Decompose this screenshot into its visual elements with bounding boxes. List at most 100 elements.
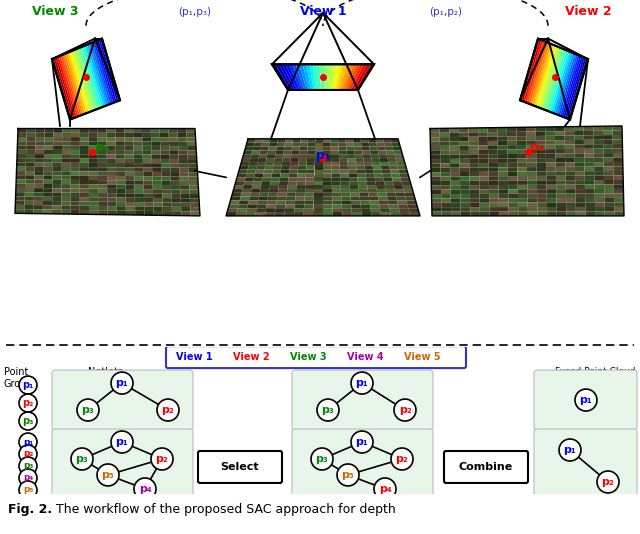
Polygon shape xyxy=(241,193,251,197)
Polygon shape xyxy=(124,142,134,146)
Polygon shape xyxy=(541,48,561,109)
Polygon shape xyxy=(359,189,368,193)
Polygon shape xyxy=(314,197,323,200)
Polygon shape xyxy=(396,193,405,197)
Polygon shape xyxy=(390,212,401,216)
Text: (p₁,p₂): (p₁,p₂) xyxy=(429,7,462,17)
Polygon shape xyxy=(441,199,451,203)
Polygon shape xyxy=(142,129,151,133)
Polygon shape xyxy=(391,174,401,177)
Polygon shape xyxy=(470,176,479,180)
Polygon shape xyxy=(71,137,80,142)
Polygon shape xyxy=(252,185,261,189)
Polygon shape xyxy=(307,162,315,166)
Polygon shape xyxy=(566,180,575,185)
Polygon shape xyxy=(574,136,584,140)
Polygon shape xyxy=(259,151,268,154)
Polygon shape xyxy=(172,194,180,198)
Polygon shape xyxy=(52,205,61,210)
Polygon shape xyxy=(431,159,440,163)
Polygon shape xyxy=(53,137,62,142)
Polygon shape xyxy=(80,137,89,142)
Polygon shape xyxy=(499,176,508,180)
Text: View 5: View 5 xyxy=(404,352,440,362)
Polygon shape xyxy=(508,154,517,159)
Polygon shape xyxy=(323,174,332,177)
Polygon shape xyxy=(594,171,604,176)
Polygon shape xyxy=(612,139,623,144)
Polygon shape xyxy=(313,64,318,90)
Polygon shape xyxy=(134,180,143,185)
Polygon shape xyxy=(235,181,244,185)
Polygon shape xyxy=(605,202,614,207)
Polygon shape xyxy=(603,131,612,135)
Polygon shape xyxy=(287,193,296,197)
Polygon shape xyxy=(250,154,259,158)
Polygon shape xyxy=(238,170,248,174)
FancyBboxPatch shape xyxy=(534,370,637,430)
Polygon shape xyxy=(188,163,197,168)
Polygon shape xyxy=(478,132,488,137)
Polygon shape xyxy=(160,142,169,146)
Polygon shape xyxy=(15,192,25,197)
Polygon shape xyxy=(306,64,314,90)
Polygon shape xyxy=(498,154,508,159)
Polygon shape xyxy=(470,190,479,194)
Polygon shape xyxy=(432,203,442,207)
Polygon shape xyxy=(34,197,43,201)
Polygon shape xyxy=(269,185,279,189)
Polygon shape xyxy=(390,139,399,143)
Polygon shape xyxy=(108,198,116,202)
Polygon shape xyxy=(108,189,116,193)
Polygon shape xyxy=(488,137,497,141)
Polygon shape xyxy=(397,200,407,205)
Polygon shape xyxy=(44,142,53,146)
Polygon shape xyxy=(614,202,624,207)
Polygon shape xyxy=(516,136,526,140)
Polygon shape xyxy=(124,137,133,142)
Polygon shape xyxy=(356,64,374,90)
Circle shape xyxy=(19,457,37,475)
Polygon shape xyxy=(285,64,300,90)
Polygon shape xyxy=(106,129,115,133)
Polygon shape xyxy=(527,158,536,163)
Polygon shape xyxy=(151,142,160,146)
Polygon shape xyxy=(98,159,107,163)
Polygon shape xyxy=(517,171,527,176)
Polygon shape xyxy=(369,143,377,146)
Polygon shape xyxy=(35,179,44,184)
Polygon shape xyxy=(604,158,613,162)
Polygon shape xyxy=(403,189,413,193)
Polygon shape xyxy=(26,154,35,158)
Polygon shape xyxy=(375,181,385,185)
Polygon shape xyxy=(388,162,397,166)
Polygon shape xyxy=(172,211,182,216)
Polygon shape xyxy=(379,154,387,158)
Polygon shape xyxy=(62,142,71,146)
Polygon shape xyxy=(574,140,584,145)
Polygon shape xyxy=(508,180,518,185)
Polygon shape xyxy=(377,146,386,151)
Text: View 3: View 3 xyxy=(32,5,78,18)
Polygon shape xyxy=(25,197,34,201)
Polygon shape xyxy=(107,154,116,159)
Circle shape xyxy=(374,478,396,500)
Polygon shape xyxy=(508,176,518,180)
Polygon shape xyxy=(257,200,268,205)
Polygon shape xyxy=(125,146,134,150)
Polygon shape xyxy=(125,163,134,168)
Polygon shape xyxy=(43,209,52,214)
Polygon shape xyxy=(43,205,52,209)
Polygon shape xyxy=(565,162,575,167)
Polygon shape xyxy=(251,189,260,193)
Polygon shape xyxy=(380,208,390,212)
Polygon shape xyxy=(80,210,89,214)
Polygon shape xyxy=(145,211,154,215)
Polygon shape xyxy=(16,175,26,179)
Polygon shape xyxy=(368,139,376,143)
Polygon shape xyxy=(536,162,546,167)
Polygon shape xyxy=(80,133,89,137)
Polygon shape xyxy=(536,158,546,163)
Polygon shape xyxy=(517,145,527,150)
Polygon shape xyxy=(323,200,332,205)
